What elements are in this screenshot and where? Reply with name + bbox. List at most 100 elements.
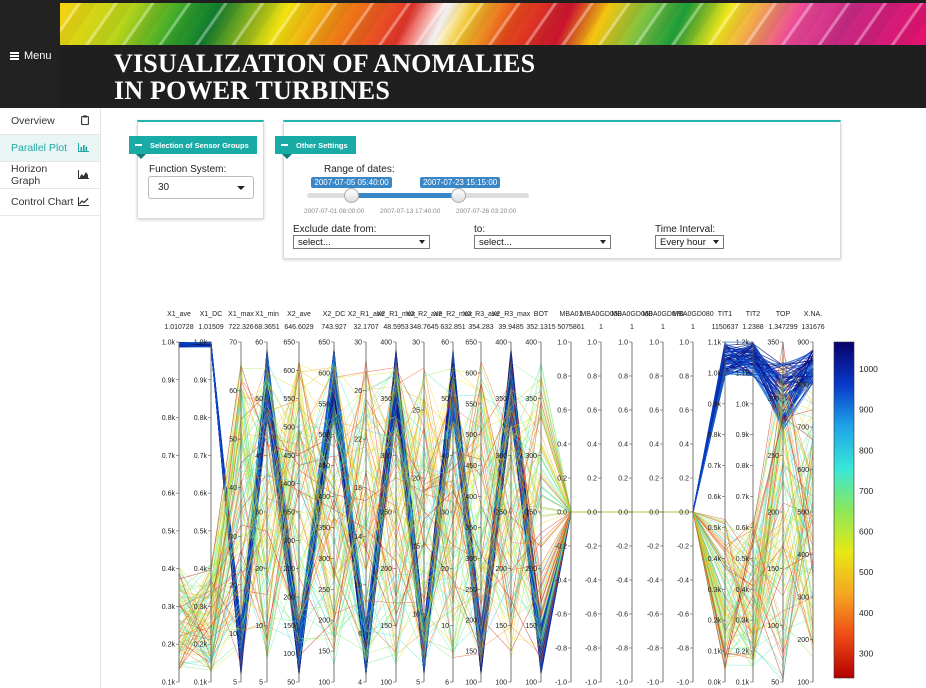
- axis-label: X1_DC: [200, 311, 223, 318]
- axis-mba0gd060: MBA0GD060 1 1.0 0.8 0.6 0.4 0.2 0.0 -0.2 -0.4 -0.6…: [611, 311, 652, 687]
- tick-label: 150: [525, 623, 537, 630]
- tick-label: 150: [465, 649, 477, 656]
- sensor-group-tag[interactable]: Selection of Sensor Groups: [129, 136, 257, 159]
- time-interval-label: Time Interval:: [655, 224, 716, 235]
- tick-label: 1.0k: [736, 401, 750, 408]
- axis-label: X2_R2_max: [434, 311, 473, 318]
- menu-button[interactable]: Menu: [10, 50, 52, 62]
- tick-label: 0.8: [618, 374, 628, 381]
- data-polyline: [178, 365, 814, 661]
- date-range-to-handle[interactable]: [450, 188, 466, 203]
- tick-label: -0.6: [616, 612, 628, 619]
- tick-label: 0.1k: [708, 649, 722, 656]
- axis-x2-r1-max: X2_R1_max 48.5953 400 350 300 250 200 150 100: [377, 311, 416, 687]
- tick-label: -0.8: [647, 646, 659, 653]
- axis-label: TIT2: [746, 311, 760, 318]
- data-polyline: [178, 364, 814, 646]
- tick-label: 0.6: [618, 408, 628, 415]
- tick-label: 10: [441, 623, 449, 630]
- to-date-select[interactable]: select...: [474, 235, 611, 249]
- function-system-select[interactable]: 30: [148, 176, 254, 199]
- sidebar-item-parallel-plot[interactable]: Parallel Plot: [0, 135, 100, 162]
- menu-column: Menu: [0, 0, 60, 108]
- tick-label: -0.6: [647, 612, 659, 619]
- to-date-label: to:: [474, 224, 486, 235]
- tick-label: 200: [380, 566, 392, 573]
- axis-top-value: 348.7645: [409, 324, 438, 331]
- tick-label: 0.3k: [736, 618, 750, 625]
- bar-chart-icon: [78, 142, 89, 154]
- sidebar-item-control-chart[interactable]: Control Chart: [0, 189, 100, 216]
- tick-label: 300: [283, 538, 295, 545]
- sidebar-item-overview[interactable]: Overview: [0, 108, 100, 135]
- tick-label: 350: [495, 396, 507, 403]
- colorbar-tick-label: 700: [859, 486, 873, 496]
- tick-label: 0.8k: [736, 463, 750, 470]
- tick-label: 20: [229, 582, 237, 589]
- tick-label: -0.8: [585, 646, 597, 653]
- tick-label: 200: [797, 637, 809, 644]
- sidebar-item-horizon-graph[interactable]: Horizon Graph: [0, 162, 100, 189]
- tick-label: 300: [495, 453, 507, 460]
- tick-label: 0.1k: [162, 680, 176, 687]
- tick-label: 1.0k: [708, 370, 722, 377]
- tick-label: 100: [797, 680, 809, 687]
- tick-label: 20: [255, 566, 263, 573]
- axis-x-na-: X.NA. 131676 900 800 700 600 500 400 300 200 100: [797, 311, 824, 687]
- tick-label: 100: [495, 680, 507, 687]
- colorbar: 1000900800700600500400300200: [833, 341, 878, 679]
- tick-label: 0.2k: [736, 649, 750, 656]
- tick-label: 40: [255, 453, 263, 460]
- tick-label: 400: [318, 494, 330, 501]
- date-range-from-handle[interactable]: [344, 188, 360, 203]
- axis-top-value: 68.3651: [254, 324, 279, 331]
- axis-top-value: 1.01509: [198, 324, 223, 331]
- tick-label: -0.4: [616, 578, 628, 585]
- sidebar-item-label: Parallel Plot: [11, 142, 68, 154]
- tick-label: 0.8k: [194, 415, 208, 422]
- data-polyline: [178, 404, 814, 658]
- tick-label: 1.2k: [736, 340, 750, 347]
- colorbar-tick-label: 300: [859, 648, 873, 658]
- tick-label: 4: [358, 680, 362, 687]
- axis-top-value: 1.010728: [164, 324, 193, 331]
- parallel-coordinates-plot[interactable]: X1_ave 1.010728 1.0k 0.9k 0.8k 0.7k 0.6k 0.5k 0.…: [101, 300, 926, 688]
- tick-label: 0.4k: [708, 556, 722, 563]
- data-polyline: [178, 386, 814, 649]
- tick-label: 650: [318, 340, 330, 347]
- axis-label: X2_DC: [323, 311, 346, 318]
- tick-label: 600: [283, 368, 295, 375]
- other-settings-tag[interactable]: Other Settings: [275, 136, 356, 159]
- colorbar-tick-label: 500: [859, 567, 873, 577]
- axis-x1-ave: X1_ave 1.010728 1.0k 0.9k 0.8k 0.7k 0.6k 0.5k 0.…: [162, 311, 194, 687]
- axis-top-value: 722.326: [228, 324, 253, 331]
- tick-label: -0.4: [677, 578, 689, 585]
- exclude-date-from-select[interactable]: select...: [293, 235, 430, 249]
- tick-label: 0.2k: [162, 642, 176, 649]
- tick-label: 500: [797, 510, 809, 517]
- tick-label: 150: [318, 649, 330, 656]
- axis-label: MBA01: [560, 311, 583, 318]
- tick-label: 100: [283, 651, 295, 658]
- time-interval-select[interactable]: Every hour: [655, 235, 724, 249]
- tick-label: 0.2: [618, 476, 628, 483]
- tick-label: 0.9k: [162, 377, 176, 384]
- page-title: VISUALIZATION OF ANOMALIES IN POWER TURB…: [114, 50, 535, 104]
- axis-label: MBA0GD060: [611, 311, 652, 318]
- tick-label: 1.0: [679, 340, 689, 347]
- tick-label: 150: [283, 623, 295, 630]
- tick-label: 6: [358, 631, 362, 638]
- tick-label: 0.2: [557, 476, 567, 483]
- tick-label: 0.3k: [162, 604, 176, 611]
- axis-label: X2_R2_ave: [406, 311, 443, 318]
- data-polyline: [178, 360, 814, 657]
- tick-label: 800: [797, 382, 809, 389]
- tick-label: 0.0: [649, 510, 659, 517]
- tick-label: 250: [283, 566, 295, 573]
- tick-label: 0.2k: [194, 642, 208, 649]
- tick-label: 0.6: [649, 408, 659, 415]
- tick-label: 0.0: [587, 510, 597, 517]
- tick-label: 0.8k: [708, 432, 722, 439]
- tick-label: 0.1k: [194, 680, 208, 687]
- tick-label: 300: [318, 556, 330, 563]
